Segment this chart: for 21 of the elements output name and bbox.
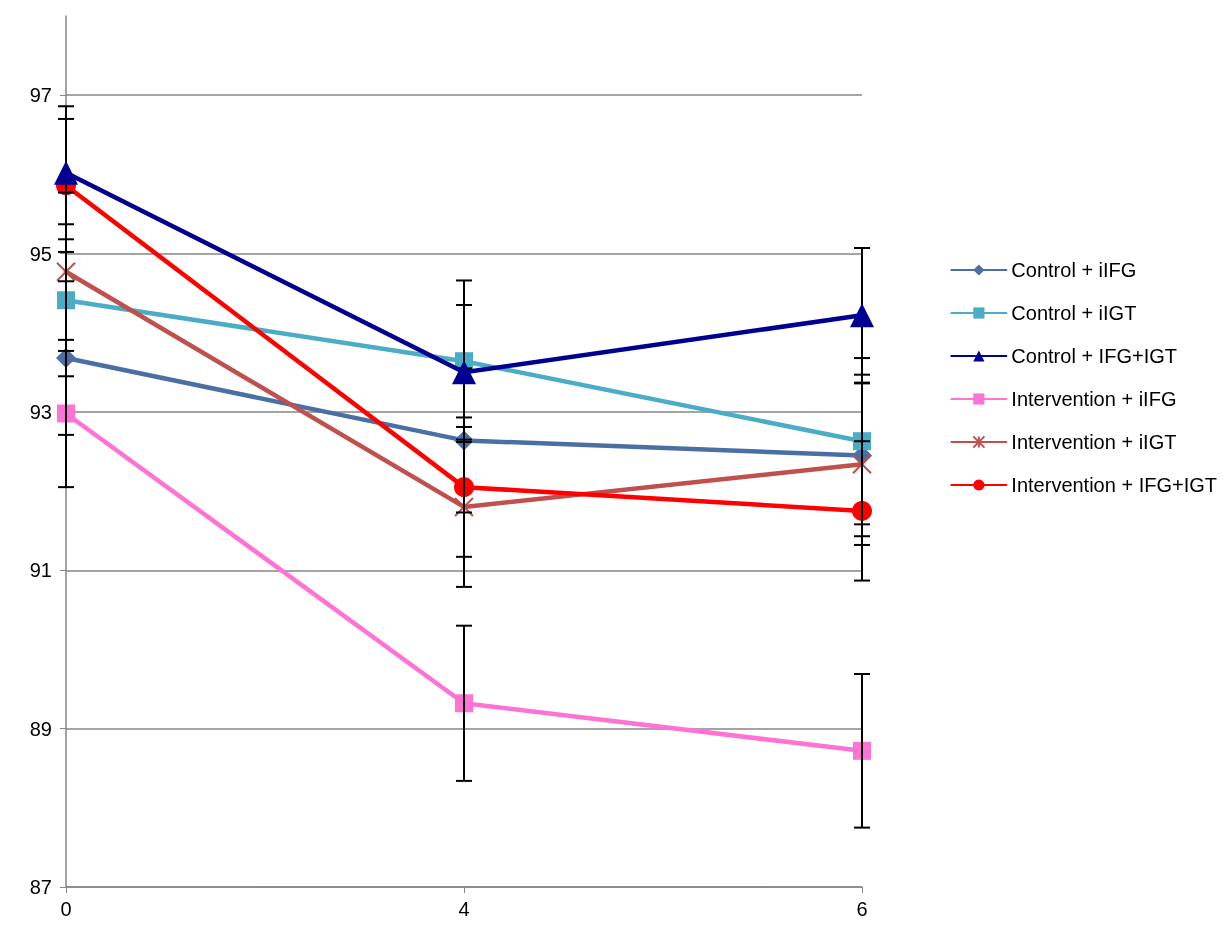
legend-label: Intervention + iIFG	[1011, 388, 1177, 410]
point	[452, 360, 476, 385]
point	[852, 454, 872, 475]
y-tick-label: 89	[29, 717, 52, 740]
point	[54, 160, 78, 185]
y-tick-label: 93	[29, 400, 52, 423]
legend-label: Control + iIGT	[1011, 302, 1137, 324]
legend-label: Control + iIFG	[1011, 259, 1137, 281]
point	[454, 496, 474, 517]
point	[56, 261, 76, 282]
legend-label: Intervention + IFG+IGT	[1011, 474, 1218, 496]
y-tick-label: 87	[29, 876, 52, 898]
y-tick-label: 95	[29, 242, 52, 265]
legend-label: Intervention + iIGT	[1011, 431, 1177, 453]
x-tick-label: 0	[60, 898, 72, 920]
y-tick-label: 91	[29, 559, 52, 582]
point	[850, 303, 874, 328]
legend-label: Control + IFG+IGT	[1011, 345, 1177, 367]
x-tick-label: 6	[856, 898, 868, 920]
y-tick-label: 97	[29, 84, 52, 107]
x-tick-label: 4	[458, 898, 470, 920]
